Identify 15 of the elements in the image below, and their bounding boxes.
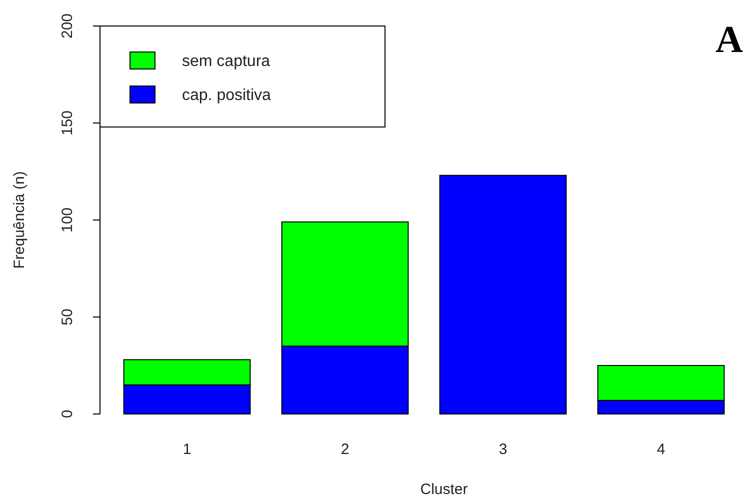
legend-label: cap. positiva bbox=[182, 87, 272, 104]
y-tick-label: 0 bbox=[59, 410, 76, 418]
x-tick-label: 3 bbox=[498, 441, 508, 458]
y-tick-label: 100 bbox=[59, 207, 76, 233]
y-tick-label: 150 bbox=[59, 110, 76, 136]
x-tick-label: 2 bbox=[340, 441, 350, 458]
x-axis-title: Cluster bbox=[420, 481, 468, 498]
y-axis-title: Frequência (n) bbox=[11, 171, 28, 269]
bar bbox=[439, 174, 567, 414]
annotation: A bbox=[716, 19, 744, 61]
legend-label: sem captura bbox=[182, 53, 270, 70]
x-tick-label: 1 bbox=[182, 441, 192, 458]
y-tick-label: 200 bbox=[59, 13, 76, 39]
x-tick-label: 4 bbox=[656, 441, 666, 458]
y-tick-label: 50 bbox=[59, 308, 76, 326]
